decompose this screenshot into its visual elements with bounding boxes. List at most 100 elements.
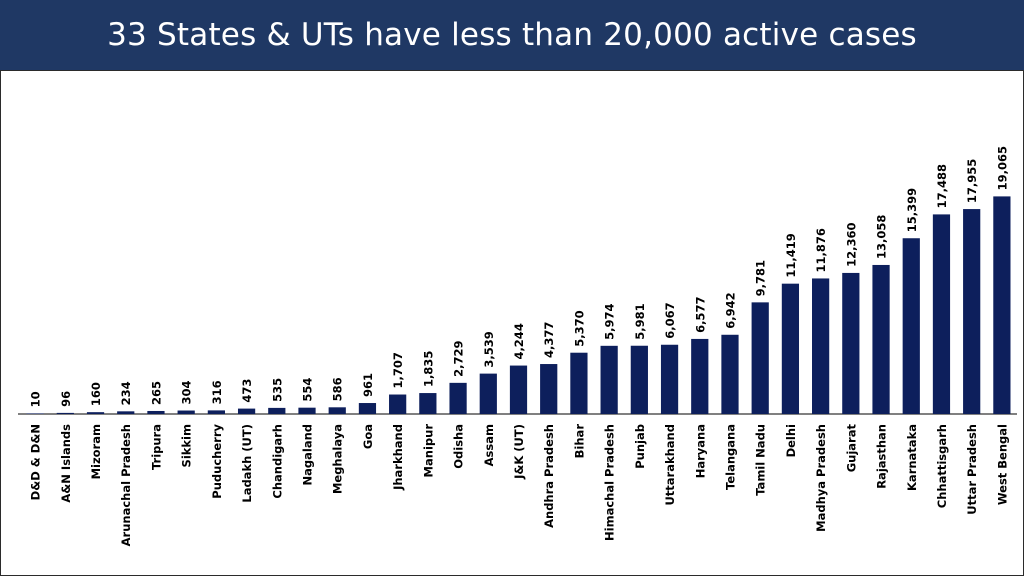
category-label: Goa [361,424,375,449]
value-label: 6,942 [723,292,737,328]
category-label: Chandigarh [270,424,284,499]
value-label: 6,067 [663,302,677,338]
bar-15 [479,373,497,414]
bar-21 [660,344,679,414]
bar-6 [207,410,225,414]
bar-8 [268,407,286,414]
category-label: Odisha [452,424,466,469]
bar-7 [237,408,256,414]
category-label: Sikkim [180,424,194,467]
value-label: 4,244 [512,323,526,359]
bar-9 [298,407,316,414]
category-label: Gujarat [844,424,858,473]
value-label: 10 [29,391,43,407]
bar-26 [812,278,830,414]
category-label: J&K (UT) [512,424,526,480]
value-label: 17,955 [965,159,979,203]
category-label: Jharkhand [391,424,405,491]
category-label: Haryana [693,424,707,478]
value-label: 13,058 [875,215,889,259]
bar-28 [872,264,890,414]
value-label: 2,729 [452,340,466,376]
value-label: 234 [119,381,133,405]
value-label: 11,419 [784,233,798,277]
value-label: 316 [210,380,224,404]
category-label: Delhi [784,424,798,457]
value-label: 96 [59,391,73,407]
bar-19 [600,345,618,414]
bar-3 [117,411,135,414]
value-label: 265 [149,381,163,405]
value-label: 554 [301,378,315,402]
bar-25 [781,283,800,414]
category-label: Puducherry [210,424,224,499]
category-label: Ladakh (UT) [240,424,254,503]
value-label: 304 [180,381,194,405]
value-label: 1,707 [391,352,405,388]
category-label: Madhya Pradesh [814,424,828,532]
category-label: Manipur [421,424,435,478]
value-label: 6,577 [693,297,707,333]
category-label: Tripura [149,424,163,470]
bar-31 [963,209,981,414]
value-label: 586 [331,377,345,401]
category-label: Punjab [633,424,647,469]
bar-12 [389,394,407,414]
bar-23 [721,334,739,414]
category-label: Meghalaya [331,424,345,494]
category-label: Karnataka [905,424,919,491]
value-label: 160 [89,382,103,406]
bar-20 [630,345,648,414]
value-label: 5,981 [633,303,647,339]
value-label: 473 [240,379,254,403]
chart-frame: 10 D&D & D&N 96 A&N Islands 160 Mizoram 234 Aru… [0,70,1024,576]
category-label: Himachal Pradesh [603,424,617,541]
category-label: Andhra Pradesh [542,424,556,528]
value-label: 15,399 [905,188,919,232]
bar-1 [56,412,74,414]
bar-22 [691,338,709,414]
value-label: 11,876 [814,228,828,272]
category-label: Chhattisgarh [935,424,949,508]
value-label: 19,065 [995,146,1009,190]
value-label: 17,488 [935,164,949,208]
value-label: 535 [270,378,284,402]
bar-0 [26,413,44,414]
category-label: Uttarakhand [663,424,677,506]
bar-16 [509,365,528,414]
category-label: Arunachal Pradesh [119,424,133,546]
value-label: 9,781 [754,260,768,296]
category-label: Rajasthan [875,424,889,489]
bar-10 [328,407,346,414]
value-label: 12,360 [844,223,858,267]
category-label: Bihar [572,424,586,459]
bar-24 [751,302,769,414]
bar-18 [570,352,588,414]
category-label: D&D & D&N [29,424,43,500]
value-label: 3,539 [482,331,496,367]
value-label: 4,377 [542,322,556,358]
header-banner: 33 States & UTs have less than 20,000 ac… [0,0,1024,70]
category-label: Uttar Pradesh [965,424,979,515]
page-title: 33 States & UTs have less than 20,000 ac… [107,17,917,53]
bar-2 [86,412,105,414]
category-label: West Bengal [995,424,1009,505]
category-label: Tamil Nadu [754,424,768,496]
category-label: Assam [482,424,496,466]
bar-17 [540,364,558,414]
category-label: Nagaland [301,424,315,486]
bar-27 [842,272,860,414]
category-label: A&N Islands [59,424,73,503]
bar-30 [932,214,951,414]
bar-14 [449,382,467,414]
bar-32 [993,196,1011,414]
bar-5 [177,410,195,414]
value-label: 1,835 [421,351,435,387]
bar-13 [419,393,437,414]
value-label: 5,974 [603,303,617,339]
category-label: Mizoram [89,424,103,479]
bar-11 [358,403,377,414]
value-label: 961 [361,373,375,397]
bar-4 [147,410,165,414]
category-label: Telangana [723,424,737,490]
